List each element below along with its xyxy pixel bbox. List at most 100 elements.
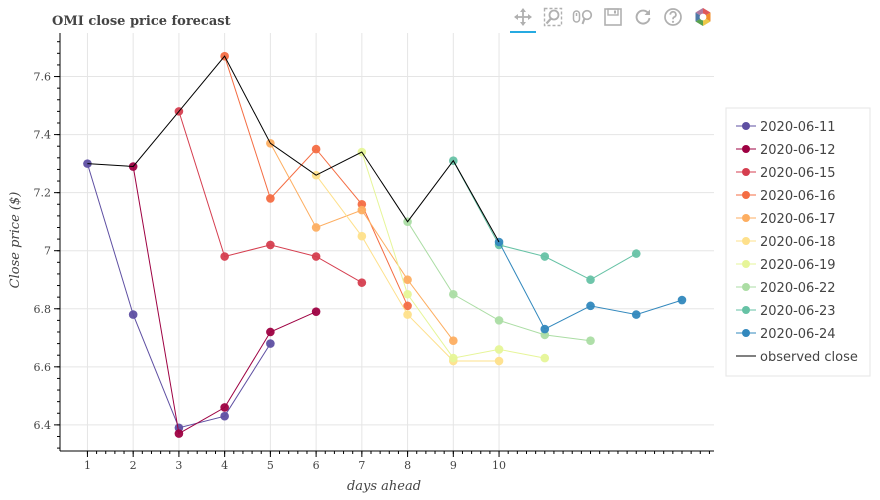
series-2020-06-12 (128, 162, 321, 438)
series-point (586, 336, 595, 345)
legend-label: 2020-06-16 (760, 189, 836, 204)
series-point (540, 324, 550, 334)
legend-marker (742, 214, 750, 222)
bokeh-logo-icon (695, 8, 711, 26)
series-point (540, 252, 550, 261)
grid (60, 33, 714, 451)
series-point (128, 310, 138, 319)
wheel-zoom-tool[interactable] (568, 4, 598, 30)
series-point (311, 307, 321, 316)
y-tick-label: 6.4 (34, 419, 52, 432)
series-point (311, 252, 321, 261)
series-point (586, 301, 595, 311)
observed-close-line (87, 55, 500, 243)
legend-item: 2020-06-19 (736, 258, 836, 273)
legend-label: 2020-06-15 (760, 166, 836, 181)
legend-item: 2020-06-23 (736, 304, 836, 319)
series-2020-06-16 (220, 51, 412, 311)
series-point (357, 278, 367, 287)
legend-label: observed close (760, 350, 858, 365)
pan-tool[interactable] (508, 4, 538, 33)
legend-label: 2020-06-12 (760, 143, 836, 158)
series-point (586, 275, 595, 285)
legend-marker (742, 168, 750, 176)
series-point (403, 310, 412, 319)
legend-label: 2020-06-19 (760, 258, 836, 273)
x-tick-label: 1 (84, 459, 91, 472)
legend-item: 2020-06-24 (736, 327, 836, 342)
x-tick-label: 9 (450, 459, 457, 472)
reset-tool[interactable] (628, 4, 658, 30)
legend-marker (742, 329, 750, 337)
legend-item: 2020-06-15 (736, 166, 836, 181)
series-point (266, 240, 275, 250)
help-tool[interactable] (658, 4, 688, 30)
y-axis-label: Close price ($) (8, 192, 23, 289)
legend-marker (742, 306, 750, 314)
series-point (677, 295, 687, 305)
legend-label: 2020-06-17 (760, 212, 836, 227)
legend-marker (742, 283, 750, 291)
series-point (266, 339, 275, 348)
series-point (311, 144, 321, 154)
save-icon (604, 8, 622, 26)
series-point (631, 249, 641, 258)
box-zoom-tool[interactable] (538, 4, 568, 30)
pan-icon (514, 8, 532, 26)
legend-item: 2020-06-22 (736, 281, 836, 296)
series-point (494, 345, 504, 354)
legend-item: 2020-06-11 (736, 120, 836, 135)
chart-toolbar (508, 2, 718, 33)
series-2020-06-17 (266, 139, 458, 345)
series-point (403, 301, 412, 311)
x-tick-label: 6 (313, 459, 320, 472)
legend-marker (742, 145, 750, 153)
series-line (452, 160, 637, 281)
axes: 1 2 3 4 5 6 7 8 9 10 6.4 6.6 6.8 7 7.2 7.4 7.6 (34, 33, 714, 472)
y-tick-label: 7.6 (34, 71, 52, 84)
legend-marker (742, 260, 750, 268)
series-point (220, 411, 229, 421)
series-point (266, 327, 275, 337)
series-line (498, 241, 683, 330)
series-2020-06-15 (174, 107, 367, 287)
series-point (631, 310, 641, 319)
y-tick-label: 6.8 (34, 303, 52, 316)
x-tick-label: 3 (175, 459, 182, 472)
series-point (403, 275, 412, 285)
series-point (220, 252, 229, 261)
series-point (449, 353, 458, 363)
legend-box (725, 107, 871, 377)
x-tick-label: 7 (358, 459, 365, 472)
legend-label: 2020-06-23 (760, 304, 836, 319)
y-tick-label: 7 (44, 245, 51, 258)
series-point (494, 356, 504, 366)
y-tick-label: 7.2 (34, 187, 52, 200)
series-2020-06-24 (494, 237, 687, 334)
series-point (311, 223, 321, 232)
series-2020-06-11 (83, 159, 275, 433)
series-point (174, 429, 184, 438)
chart-title: OMI close price forecast (52, 14, 231, 29)
x-tick-label: 5 (267, 459, 274, 472)
legend-item: 2020-06-17 (736, 212, 836, 227)
legend-label: 2020-06-18 (760, 235, 836, 250)
wheel-zoom-icon (572, 9, 593, 25)
series-layer (83, 51, 687, 438)
legend-item: observed close (736, 350, 858, 365)
series-point (357, 231, 367, 241)
series-point (449, 289, 458, 299)
series-point (403, 289, 412, 299)
x-tick-label: 4 (221, 459, 228, 472)
reset-icon (635, 9, 651, 25)
series-point (540, 353, 550, 363)
legend-marker (742, 122, 750, 130)
series-2020-06-23 (449, 156, 641, 285)
save-tool[interactable] (598, 4, 628, 30)
bokeh-logo[interactable] (688, 4, 718, 30)
box-zoom-icon (543, 7, 563, 27)
legend: 2020-06-11 2020-06-12 2020-06-15 2020-06-16… (725, 107, 871, 377)
series-point (266, 194, 275, 203)
legend-item: 2020-06-16 (736, 189, 836, 204)
